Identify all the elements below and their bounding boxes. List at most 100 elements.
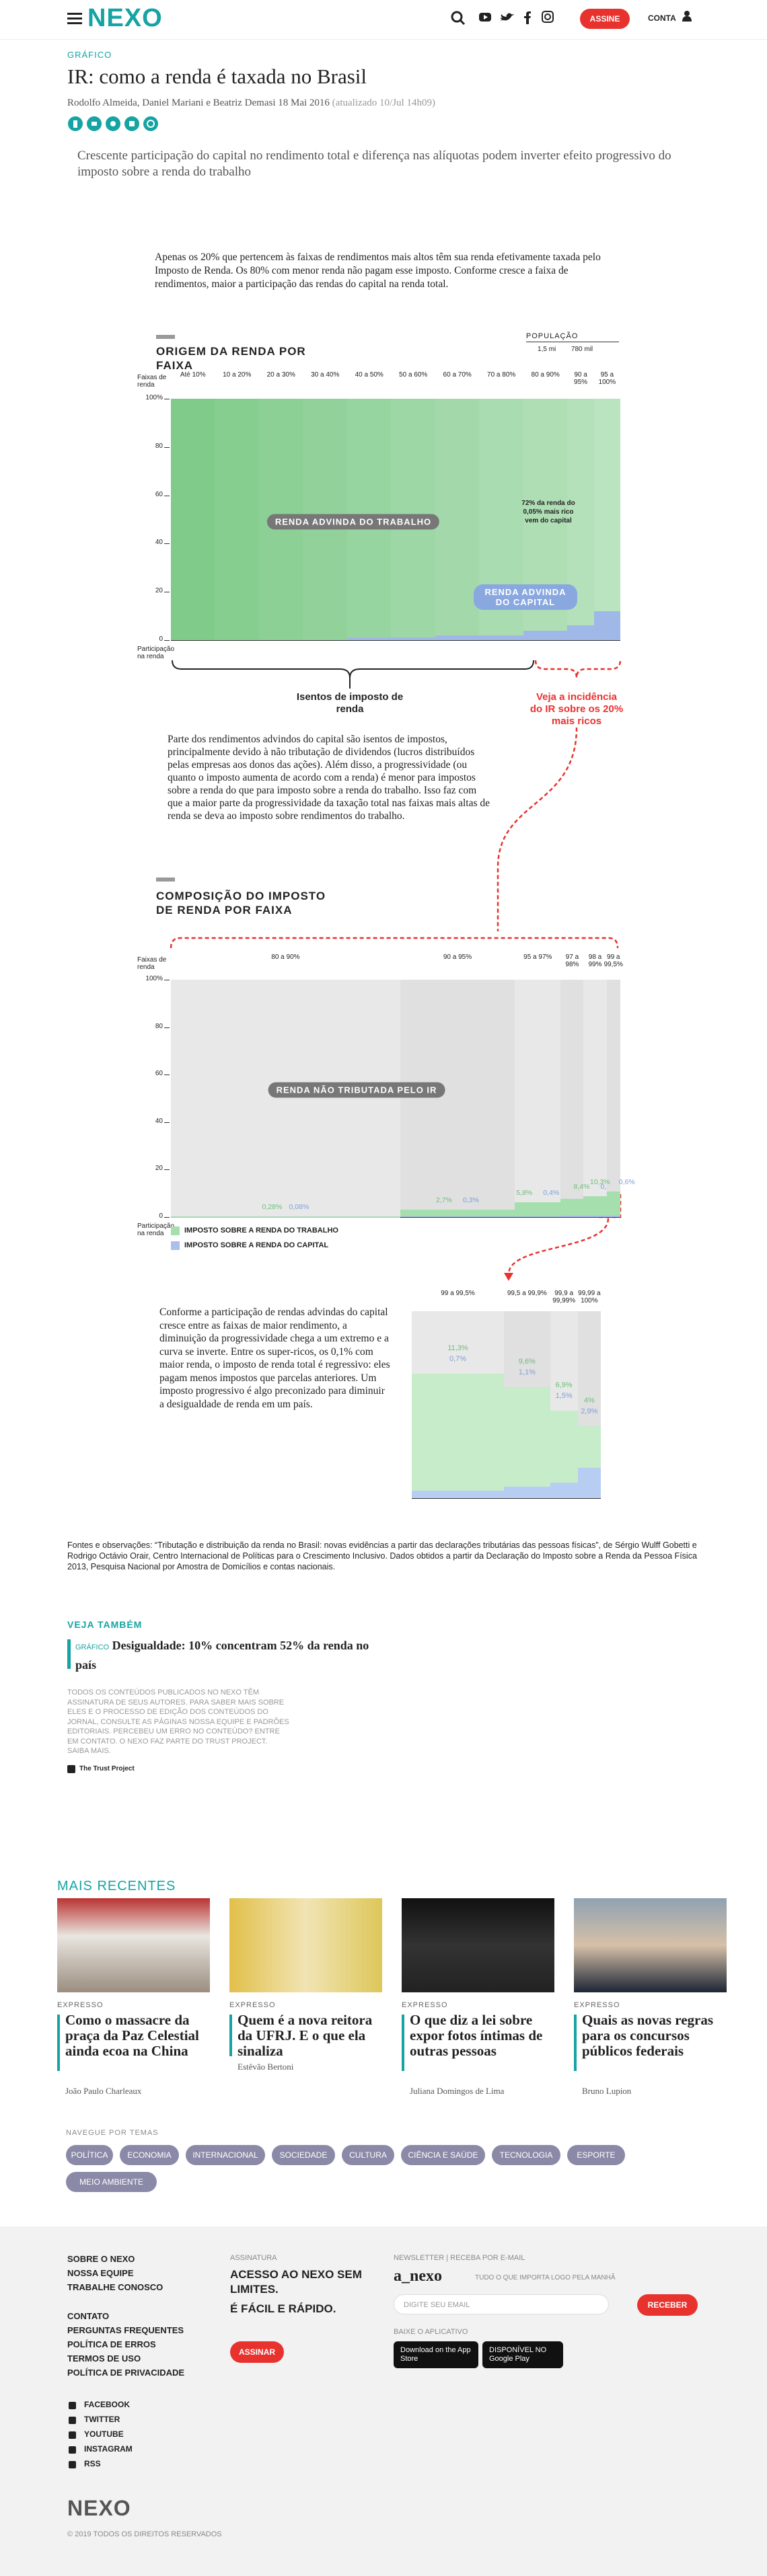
disclaimer: TODOS OS CONTEÚDOS PUBLICADOS NO NEXO TÊ… — [67, 1688, 289, 1755]
article-author: Bruno Lupion — [582, 2086, 632, 2096]
y-tick-label: 20 — [155, 1165, 163, 1173]
y-tick-label: 100% — [145, 975, 163, 982]
logo[interactable]: NEXO — [87, 4, 163, 32]
related-item[interactable]: GRÁFICO Desigualdade: 10% concentram 52%… — [75, 1637, 385, 1674]
article-image[interactable] — [574, 1898, 727, 1992]
area-segment — [523, 630, 568, 640]
bar — [515, 1216, 561, 1217]
article-author: João Paulo Charleaux — [65, 2086, 142, 2096]
share-icons[interactable] — [67, 116, 188, 132]
bar — [412, 1491, 505, 1498]
google-play-badge[interactable]: DISPONÍVEL NO Google Play — [482, 2341, 563, 2368]
bar — [400, 1216, 515, 1217]
article-image[interactable] — [229, 1898, 382, 1992]
article-image[interactable] — [402, 1898, 554, 1992]
x-tick-label: 99,99 a 100% — [578, 1290, 601, 1304]
bar — [504, 1487, 550, 1498]
related-marker — [67, 1639, 71, 1669]
article-headline[interactable]: Quais as novas regras para os concursos … — [582, 2012, 714, 2059]
account-icon[interactable] — [682, 10, 692, 22]
receive-button[interactable]: RECEBER — [637, 2294, 698, 2316]
footer-logo[interactable]: NEXO — [67, 2496, 131, 2520]
y-tick — [164, 1027, 170, 1028]
account-link[interactable]: CONTA — [648, 13, 676, 23]
x-tick-label: 99,5 a 99,9% — [507, 1290, 547, 1297]
x-tick-label: 60 a 70% — [443, 371, 472, 379]
social-link[interactable]: INSTAGRAM — [84, 2444, 133, 2454]
footer — [0, 2226, 767, 2576]
article-marker — [574, 2015, 577, 2071]
topic-tag[interactable]: SOCIEDADE — [272, 2145, 335, 2165]
subscription-label: ASSINATURA — [230, 2254, 277, 2262]
article-headline[interactable]: O que diz a lei sobre expor fotos íntima… — [410, 2012, 543, 2059]
menu-icon[interactable] — [67, 11, 83, 26]
social-link[interactable]: TWITTER — [84, 2415, 120, 2424]
topic-tag[interactable]: CIÊNCIA E SAÚDE — [401, 2145, 485, 2165]
y-tick-label: 80 — [155, 442, 163, 450]
subscribe-button[interactable]: ASSINE — [580, 9, 630, 29]
topic-tag[interactable]: TECNOLOGIA — [492, 2145, 560, 2165]
bar — [400, 1210, 515, 1216]
series-label: RENDA ADVINDA DO CAPITAL — [474, 584, 577, 610]
article-headline[interactable]: Como o massacre da praça da Paz Celestia… — [65, 2012, 199, 2059]
topic-tag[interactable]: MEIO AMBIENTE — [66, 2172, 157, 2192]
footer-link[interactable]: SOBRE O NEXO — [67, 2254, 135, 2264]
footer-link[interactable]: POLÍTICA DE ERROS — [67, 2339, 156, 2349]
y-tick-label: 40 — [155, 1117, 163, 1125]
topic-tag[interactable]: CULTURA — [342, 2145, 394, 2165]
topic-tag[interactable]: POLÍTICA — [66, 2145, 113, 2165]
area-segment — [346, 637, 392, 640]
intro-paragraph: Apenas os 20% que pertencem às faixas de… — [155, 251, 601, 290]
y-tick-label: 0 — [159, 1212, 163, 1220]
app-store-badge[interactable]: Download on the App Store — [394, 2341, 478, 2368]
x-tick-label: 90 a 95% — [443, 953, 472, 961]
footer-link[interactable]: POLÍTICA DE PRIVACIDADE — [67, 2368, 185, 2378]
footer-link[interactable]: TERMOS DE USO — [67, 2353, 141, 2364]
article-label: EXPRESSO — [229, 2001, 276, 2009]
data-label: 5,8% — [516, 1189, 533, 1198]
bar — [583, 1216, 607, 1217]
chart-title: ORIGEM DA RENDA POR FAIXA — [156, 345, 306, 372]
topic-tag[interactable]: ECONOMIA — [120, 2145, 179, 2165]
area-segment — [593, 399, 620, 611]
related-title: VEJA TAMBÉM — [67, 1619, 143, 1630]
series-label: RENDA ADVINDA DO TRABALHO — [266, 514, 440, 530]
topic-tag[interactable]: ESPORTE — [567, 2145, 625, 2165]
y-tick-label: 100% — [145, 394, 163, 401]
x-axis — [171, 1217, 620, 1218]
subscribe-button[interactable]: ASSINAR — [230, 2341, 284, 2363]
area-segment — [593, 611, 620, 640]
article-headline[interactable]: Quem é a nova reitora da UFRJ. E o que e… — [238, 2012, 373, 2059]
x-tick-label: 95 a 100% — [598, 371, 616, 386]
x-tick-label: 80 a 90% — [271, 953, 300, 961]
data-label: 6,9% — [555, 1381, 573, 1390]
footer-link[interactable]: CONTATO — [67, 2311, 110, 2321]
article-marker — [402, 2015, 404, 2071]
data-label: 11,3% — [447, 1343, 468, 1352]
article-subtitle: Crescente participação do capital no ren… — [77, 149, 671, 179]
social-link[interactable]: RSS — [84, 2459, 101, 2468]
legend-label: IMPOSTO SOBRE A RENDA DO TRABALHO — [184, 1226, 338, 1235]
social-link[interactable]: YOUTUBE — [84, 2429, 124, 2439]
footer-link[interactable]: PERGUNTAS FREQUENTES — [67, 2325, 184, 2335]
trust-logo[interactable]: The Trust Project — [79, 1765, 135, 1772]
footer-link[interactable]: NOSSA EQUIPE — [67, 2268, 134, 2278]
recent-title: MAIS RECENTES — [57, 1879, 176, 1894]
y-tick — [164, 446, 170, 448]
footer-link[interactable]: TRABALHE CONOSCO — [67, 2282, 163, 2292]
article-marker — [229, 2015, 232, 2056]
annotation: 72% da renda do 0,05% mais rico vem do c… — [521, 500, 575, 524]
authors: Rodolfo Almeida, Daniel Mariani e Beatri… — [67, 97, 276, 108]
email-input[interactable]: DIGITE SEU EMAIL — [394, 2294, 609, 2314]
x-axis-label: Faixas de renda — [137, 374, 167, 389]
x-tick-label: 80 a 90% — [531, 371, 560, 379]
data-label: 0,4% — [543, 1189, 560, 1198]
app-label: BAIXE O APLICATIVO — [394, 2328, 468, 2336]
data-label: 0,08% — [289, 1202, 309, 1211]
topic-tag[interactable]: INTERNACIONAL — [186, 2145, 265, 2165]
data-label: 1,1% — [518, 1368, 536, 1376]
bar — [560, 1198, 584, 1216]
social-link[interactable]: FACEBOOK — [84, 2400, 131, 2409]
article-image[interactable] — [57, 1898, 210, 1992]
data-label: 8,4% — [573, 1182, 590, 1191]
